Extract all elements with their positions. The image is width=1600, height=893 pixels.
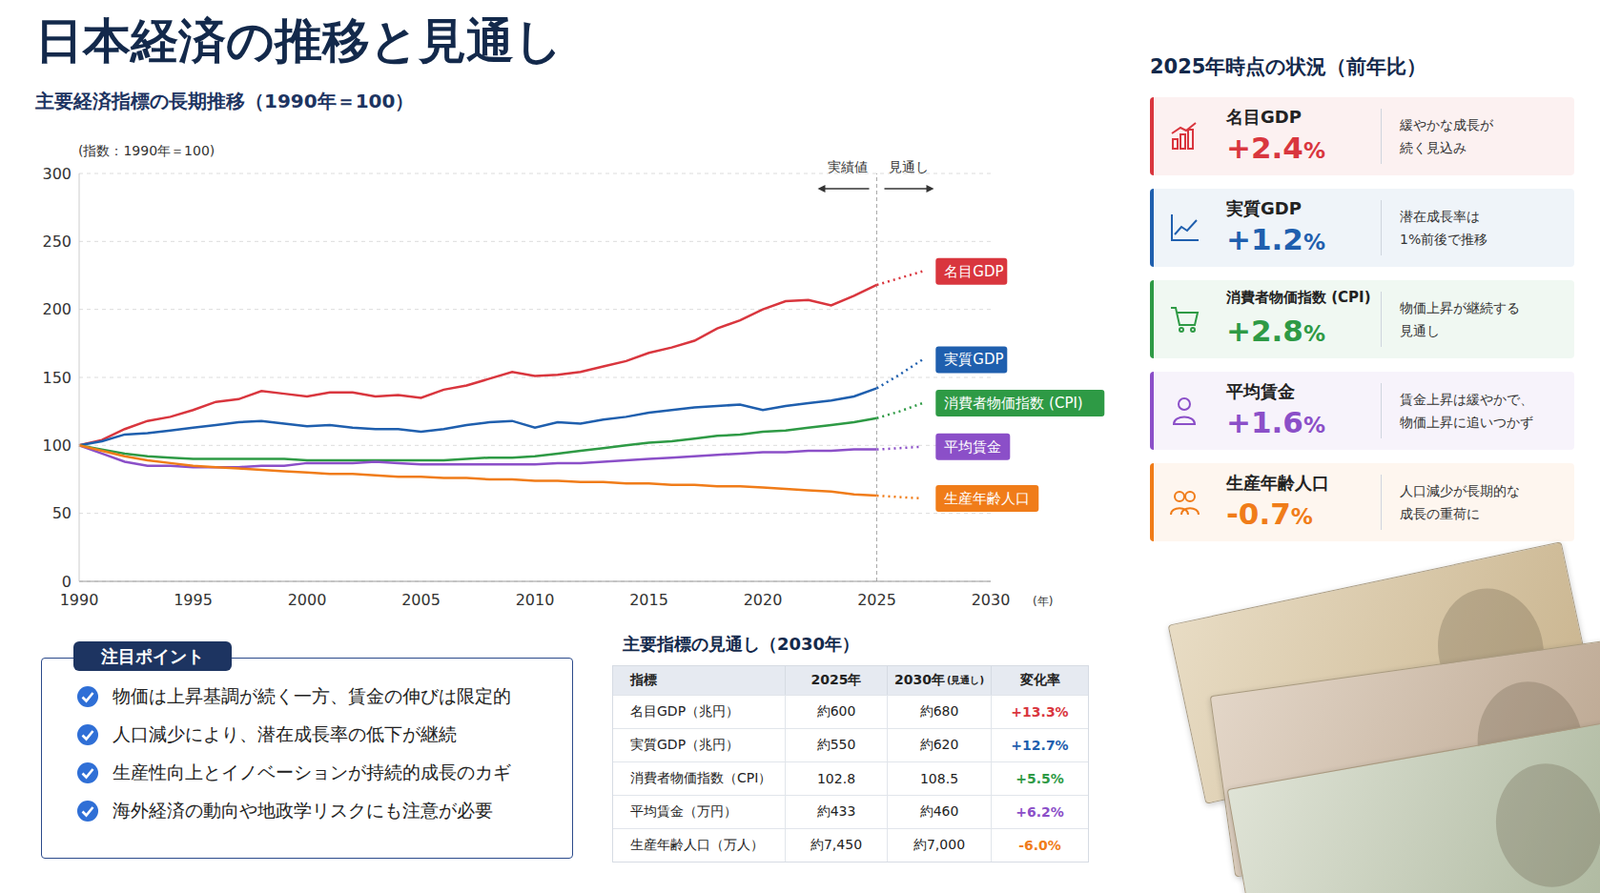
- html-text:102.8: 102.8: [817, 771, 856, 787]
- html-text:-6.0%: -6.0%: [1018, 838, 1062, 854]
- html-text:成長の重荷に: 成長の重荷に: [1399, 506, 1480, 522]
- html-text:(指数：1990年＝100): (指数：1990年＝100): [78, 143, 215, 159]
- svg-text:2025: 2025: [857, 591, 897, 610]
- html-text:消費者物価指数（CPI）: 消費者物価指数（CPI）: [630, 770, 772, 786]
- svg-text:2005: 2005: [401, 591, 441, 610]
- svg-text:生産年齢人口: 生産年齢人口: [943, 490, 1030, 508]
- html-text:1%前後で推移: 1%前後で推移: [1399, 231, 1488, 247]
- html-text:+1.2%: +1.2%: [1226, 222, 1326, 257]
- html-text:物価上昇に追いつかず: 物価上昇に追いつかず: [1399, 414, 1534, 431]
- html-text:108.5: 108.5: [920, 771, 959, 787]
- svg-text:消費者物価指数 (CPI): 消費者物価指数 (CPI): [943, 394, 1083, 412]
- html-text:賃金上昇は緩やかで、: 賃金上昇は緩やかで、: [1399, 391, 1534, 408]
- html-text:+2.8%: +2.8%: [1226, 313, 1326, 349]
- html-text:物価は上昇基調が続く一方、賃金の伸びは限定的: 物価は上昇基調が続く一方、賃金の伸びは限定的: [112, 685, 512, 707]
- html-text:人口減少が長期的な: 人口減少が長期的な: [1399, 483, 1520, 499]
- svg-text:250: 250: [41, 232, 72, 251]
- html-text:注目ポイント: 注目ポイント: [101, 646, 205, 667]
- html-text:名目GDP: 名目GDP: [1226, 106, 1302, 127]
- html-text:約433: 約433: [816, 803, 856, 820]
- svg-text:実質GDP: 実質GDP: [943, 350, 1004, 369]
- html-text:平均賃金（万円）: 平均賃金（万円）: [630, 803, 738, 820]
- html-text:実質GDP（兆円）: 実質GDP（兆円）: [630, 737, 740, 753]
- html-text:約680: 約680: [919, 703, 959, 719]
- html-text:物価上昇が継続する: 物価上昇が継続する: [1399, 300, 1520, 316]
- html-text:約550: 約550: [816, 737, 856, 753]
- svg-text:見通し: 見通し: [888, 159, 929, 175]
- html-text:-0.7%: -0.7%: [1226, 496, 1313, 532]
- html-text:+2.4%: +2.4%: [1226, 130, 1326, 165]
- html-text:主要経済指標の長期推移（1990年＝100）: 主要経済指標の長期推移（1990年＝100）: [35, 89, 415, 113]
- html-text:緩やかな成長が: 緩やかな成長が: [1399, 117, 1494, 133]
- html-text:生産性向上とイノベーションが持続的成長のカギ: 生産性向上とイノベーションが持続的成長のカギ: [112, 761, 512, 783]
- svg-text:150: 150: [41, 369, 72, 388]
- svg-text:平均賃金: 平均賃金: [943, 438, 1002, 456]
- html-text:(年): (年): [1032, 594, 1054, 609]
- html-text:続く見込み: 続く見込み: [1399, 140, 1467, 156]
- html-text:+6.2%: +6.2%: [1015, 804, 1064, 821]
- html-text:+5.5%: +5.5%: [1015, 771, 1064, 787]
- svg-text:2015: 2015: [629, 591, 669, 610]
- html-text:+13.3%: +13.3%: [1011, 704, 1069, 720]
- svg-text:2010: 2010: [515, 591, 555, 610]
- svg-text:1990: 1990: [60, 591, 100, 610]
- html-text:約7,000: 約7,000: [913, 837, 965, 853]
- html-text:指標: 指標: [630, 672, 657, 688]
- html-text:約460: 約460: [919, 803, 959, 820]
- html-text:変化率: 変化率: [1019, 672, 1060, 688]
- html-text:主要指標の見通し（2030年）: 主要指標の見通し（2030年）: [622, 634, 860, 655]
- svg-text:2000: 2000: [287, 591, 328, 610]
- html-text:約620: 約620: [919, 737, 959, 753]
- html-text:生産年齢人口: 生産年齢人口: [1226, 472, 1330, 493]
- svg-text:50: 50: [52, 504, 72, 523]
- html-text:約600: 約600: [816, 703, 856, 719]
- html-text:日本経済の推移と見通し: 日本経済の推移と見通し: [35, 13, 563, 69]
- svg-text:名目GDP: 名目GDP: [943, 263, 1004, 281]
- svg-text:実績値: 実績値: [827, 159, 868, 175]
- svg-text:100: 100: [41, 436, 72, 455]
- svg-text:200: 200: [41, 300, 72, 319]
- svg-text:0: 0: [61, 573, 72, 592]
- html-text:海外経済の動向や地政学リスクにも注意が必要: 海外経済の動向や地政学リスクにも注意が必要: [112, 800, 493, 821]
- html-text:平均賃金: 平均賃金: [1226, 381, 1295, 402]
- html-text:+1.6%: +1.6%: [1226, 405, 1326, 440]
- html-text:生産年齢人口（万人）: 生産年齢人口（万人）: [630, 837, 764, 853]
- svg-text:2020: 2020: [743, 591, 783, 610]
- html-text:人口減少により、潜在成長率の低下が継続: 人口減少により、潜在成長率の低下が継続: [112, 723, 457, 745]
- svg-text:2030: 2030: [971, 591, 1011, 610]
- html-text:名目GDP（兆円）: 名目GDP（兆円）: [630, 703, 740, 719]
- html-text:2025年時点の状況（前年比）: 2025年時点の状況（前年比）: [1149, 55, 1427, 79]
- html-text:消費者物価指数 (CPI): 消費者物価指数 (CPI): [1226, 288, 1371, 307]
- html-text:2025年: 2025年: [810, 672, 862, 688]
- html-text:2030年(見通し): 2030年(見通し): [894, 672, 985, 688]
- svg-text:300: 300: [41, 164, 72, 184]
- html-text:実質GDP: 実質GDP: [1226, 198, 1302, 219]
- html-text:+12.7%: +12.7%: [1011, 738, 1069, 754]
- html-text:約7,450: 約7,450: [810, 837, 862, 853]
- html-text:見通し: 見通し: [1399, 323, 1440, 339]
- html-text:潜在成長率は: 潜在成長率は: [1399, 208, 1480, 225]
- svg-text:1995: 1995: [173, 591, 213, 610]
